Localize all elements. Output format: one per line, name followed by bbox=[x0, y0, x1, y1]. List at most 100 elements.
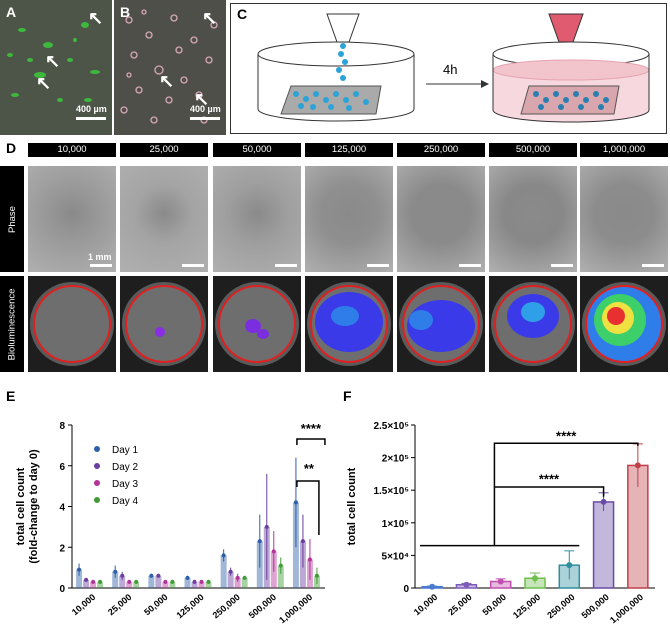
data-point bbox=[170, 579, 175, 584]
bar bbox=[220, 555, 227, 588]
y-tick-label: 2.5×10⁵ bbox=[373, 421, 409, 432]
phase-image-tile: 1 mm bbox=[28, 166, 116, 272]
x-tick-label: 50,000 bbox=[142, 592, 170, 617]
data-point bbox=[163, 579, 168, 584]
column-header: 10,000 bbox=[28, 143, 116, 157]
y-tick-label: 0 bbox=[59, 584, 65, 595]
bar bbox=[205, 581, 212, 588]
bioluminescence-image-tile bbox=[489, 276, 577, 372]
bar bbox=[227, 571, 234, 588]
bar bbox=[126, 581, 133, 588]
panel-c-label: C bbox=[237, 6, 248, 22]
bar bbox=[162, 581, 169, 588]
x-tick-label: 1,000,000 bbox=[277, 592, 314, 625]
x-tick-label: 10,000 bbox=[70, 592, 98, 617]
y-tick-label: 5×10⁴ bbox=[382, 551, 410, 562]
data-point bbox=[221, 553, 226, 558]
data-point bbox=[156, 573, 161, 578]
data-point bbox=[113, 569, 118, 574]
column-header: 250,000 bbox=[397, 143, 485, 157]
data-point bbox=[463, 581, 470, 588]
y-tick-label: 0 bbox=[403, 584, 409, 595]
data-point bbox=[228, 569, 233, 574]
panel-c-schematic: C 4h bbox=[230, 3, 667, 134]
panel-f-label: F bbox=[343, 388, 352, 404]
significance-label: **** bbox=[556, 429, 577, 444]
data-point bbox=[566, 562, 573, 569]
bar bbox=[198, 581, 205, 588]
data-point bbox=[98, 579, 103, 584]
legend-label: Day 3 bbox=[112, 479, 139, 490]
arrow-icon: ↖ bbox=[202, 8, 218, 28]
phase-image-tile bbox=[489, 166, 577, 272]
bioluminescence-image-tile bbox=[305, 276, 393, 372]
data-point bbox=[264, 524, 269, 529]
data-point bbox=[634, 462, 641, 469]
bar bbox=[155, 575, 162, 588]
scale-bar bbox=[76, 117, 106, 120]
x-tick-label: 500,000 bbox=[579, 592, 610, 621]
data-point bbox=[235, 575, 240, 580]
significance-label: **** bbox=[301, 421, 322, 436]
data-point bbox=[300, 539, 305, 544]
panel-a-fluorescence-image: ↖ ↖ ↖ 400 µm bbox=[0, 0, 112, 135]
data-point bbox=[134, 579, 139, 584]
data-point bbox=[185, 575, 190, 580]
bar bbox=[191, 581, 198, 588]
arrow-icon: ↖ bbox=[36, 73, 52, 93]
y-tick-label: 2 bbox=[59, 543, 65, 554]
chart-e: total cell count (fold-change to day 0) 0 2… bbox=[15, 421, 326, 625]
phase-image-tile bbox=[305, 166, 393, 272]
bar bbox=[241, 577, 248, 588]
data-point bbox=[307, 557, 312, 562]
significance-bracket bbox=[493, 442, 639, 487]
bar bbox=[592, 501, 615, 589]
bar bbox=[133, 581, 140, 588]
scale-bar bbox=[275, 264, 297, 267]
scale-label: 400 µm bbox=[76, 104, 107, 114]
phase-image-tile bbox=[397, 166, 485, 272]
legend-marker bbox=[94, 463, 100, 469]
panel-d-label: D bbox=[6, 140, 17, 156]
significance-label: **** bbox=[539, 472, 560, 487]
bar bbox=[184, 577, 191, 588]
arrow-icon: ↖ bbox=[45, 51, 61, 71]
bioluminescence-image-tile bbox=[213, 276, 301, 372]
legend-label: Day 2 bbox=[112, 462, 139, 473]
bioluminescence-image-tile bbox=[397, 276, 485, 372]
bar bbox=[76, 569, 83, 588]
scale-bar bbox=[459, 264, 481, 267]
x-tick-label: 125,000 bbox=[174, 592, 205, 621]
data-point bbox=[77, 567, 82, 572]
data-point bbox=[127, 579, 132, 584]
panel-e-label: E bbox=[6, 388, 16, 404]
legend-marker bbox=[94, 480, 100, 486]
scale-bar bbox=[642, 264, 664, 267]
x-tick-label: 25,000 bbox=[446, 592, 474, 617]
data-point bbox=[293, 500, 298, 505]
panel-b-label: B bbox=[120, 4, 131, 20]
bar bbox=[277, 565, 284, 588]
row-label-bioluminescence: Bioluminescence bbox=[0, 276, 24, 372]
y-tick-label: 6 bbox=[59, 462, 65, 473]
x-tick-label: 10,000 bbox=[412, 592, 440, 617]
bioluminescence-image-tile bbox=[120, 276, 208, 372]
scale-label: 1 mm bbox=[88, 252, 112, 262]
arrow-icon: ↖ bbox=[194, 89, 210, 109]
scale-bar bbox=[190, 117, 220, 120]
row-label-bioluminescence-text: Bioluminescence bbox=[6, 288, 18, 360]
arrow-icon: ↖ bbox=[159, 71, 175, 91]
significance-bracket bbox=[493, 486, 605, 546]
phase-image-tile bbox=[120, 166, 208, 272]
data-point bbox=[429, 583, 436, 590]
y-tick-label: 4 bbox=[59, 503, 65, 514]
seeding-schematic: 4h bbox=[257, 13, 650, 123]
y-axis-label: (fold-change to day 0) bbox=[28, 449, 40, 564]
data-point bbox=[206, 579, 211, 584]
data-point bbox=[314, 573, 319, 578]
data-point bbox=[532, 575, 538, 582]
row-label-phase-text: Phase bbox=[6, 205, 18, 233]
scale-bar bbox=[182, 264, 204, 267]
green-cells-graphic bbox=[0, 0, 112, 135]
data-point bbox=[199, 579, 204, 584]
